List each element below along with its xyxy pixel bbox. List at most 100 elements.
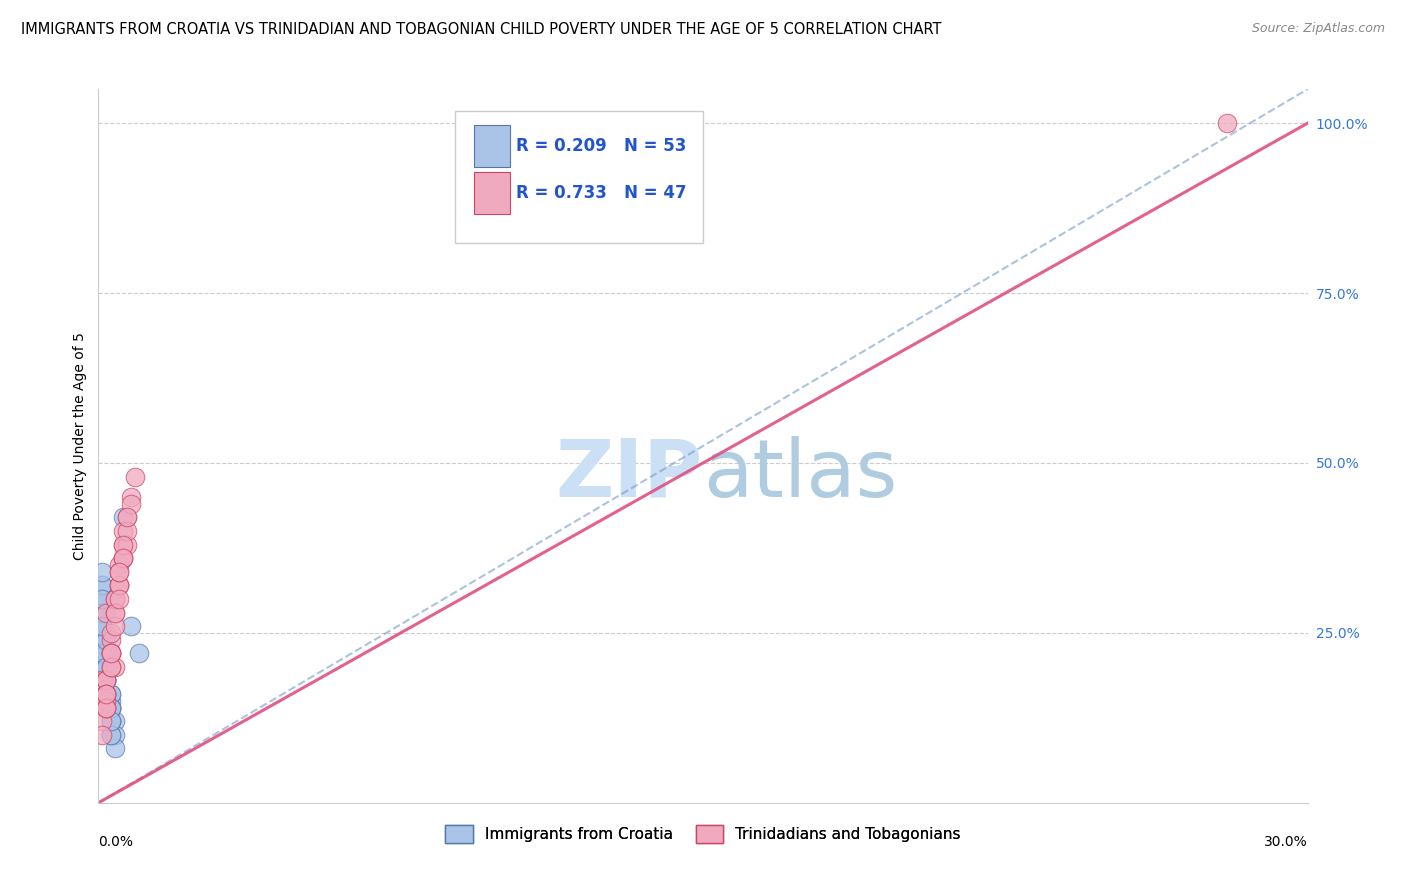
Point [91, 606, 114, 620]
Point [91, 714, 114, 729]
Point [96, 673, 118, 688]
Point [96, 673, 118, 688]
Point [100, 694, 122, 708]
Legend: Immigrants from Croatia, Trinidadians and Tobagonians: Immigrants from Croatia, Trinidadians an… [439, 819, 967, 848]
FancyBboxPatch shape [474, 125, 509, 168]
Point [111, 551, 134, 566]
Point [91, 591, 114, 606]
Point [91, 619, 114, 633]
Point [111, 537, 134, 551]
Point [115, 537, 138, 551]
Point [100, 714, 122, 729]
Point [107, 578, 129, 592]
Point [115, 510, 138, 524]
Point [100, 700, 122, 714]
Point [96, 660, 118, 674]
Point [91, 619, 114, 633]
Point [96, 673, 118, 688]
Point [100, 660, 122, 674]
Point [91, 632, 114, 647]
Point [100, 660, 122, 674]
Point [91, 646, 114, 660]
Point [103, 606, 125, 620]
Point [91, 646, 114, 660]
Point [96, 660, 118, 674]
Text: 0.0%: 0.0% [98, 835, 134, 849]
Point [100, 700, 122, 714]
Text: IMMIGRANTS FROM CROATIA VS TRINIDADIAN AND TOBAGONIAN CHILD POVERTY UNDER THE AG: IMMIGRANTS FROM CROATIA VS TRINIDADIAN A… [21, 22, 942, 37]
Point [96, 646, 118, 660]
Point [100, 626, 122, 640]
Point [120, 490, 142, 504]
Point [120, 619, 142, 633]
Point [103, 591, 125, 606]
Point [1216, 116, 1239, 130]
Point [107, 558, 129, 572]
Point [128, 646, 150, 660]
Point [103, 591, 125, 606]
Point [111, 551, 134, 566]
Point [96, 687, 118, 701]
Point [96, 606, 118, 620]
Point [96, 687, 118, 701]
Point [100, 687, 122, 701]
Point [107, 591, 129, 606]
Point [100, 700, 122, 714]
Point [103, 660, 125, 674]
FancyBboxPatch shape [474, 171, 509, 214]
Point [91, 728, 114, 742]
Point [91, 578, 114, 592]
Point [91, 606, 114, 620]
Point [96, 694, 118, 708]
Point [91, 591, 114, 606]
Point [100, 714, 122, 729]
Point [91, 565, 114, 579]
Point [100, 646, 122, 660]
Point [91, 632, 114, 647]
Text: ZIP: ZIP [555, 435, 703, 514]
Point [111, 551, 134, 566]
Point [96, 673, 118, 688]
Point [103, 714, 125, 729]
Point [115, 510, 138, 524]
Point [100, 700, 122, 714]
Point [100, 632, 122, 647]
Point [96, 687, 118, 701]
Point [96, 632, 118, 647]
Point [103, 728, 125, 742]
Point [107, 565, 129, 579]
Point [96, 673, 118, 688]
Point [100, 687, 122, 701]
Point [100, 646, 122, 660]
Point [111, 510, 134, 524]
Point [111, 524, 134, 538]
Point [91, 591, 114, 606]
Y-axis label: Child Poverty Under the Age of 5: Child Poverty Under the Age of 5 [73, 332, 87, 560]
Point [100, 728, 122, 742]
Point [96, 700, 118, 714]
Point [107, 578, 129, 592]
Point [100, 646, 122, 660]
Text: R = 0.733   N = 47: R = 0.733 N = 47 [516, 184, 686, 202]
Point [111, 537, 134, 551]
Point [96, 646, 118, 660]
Point [100, 646, 122, 660]
Point [96, 700, 118, 714]
Point [96, 646, 118, 660]
Point [96, 700, 118, 714]
Point [124, 469, 146, 483]
Point [107, 565, 129, 579]
Point [96, 626, 118, 640]
Point [96, 660, 118, 674]
Point [103, 619, 125, 633]
Point [91, 606, 114, 620]
Point [120, 497, 142, 511]
Point [100, 728, 122, 742]
Text: Source: ZipAtlas.com: Source: ZipAtlas.com [1251, 22, 1385, 36]
Text: 30.0%: 30.0% [1264, 835, 1308, 849]
Point [96, 687, 118, 701]
Point [103, 741, 125, 756]
Point [107, 578, 129, 592]
Point [96, 660, 118, 674]
Point [115, 524, 138, 538]
